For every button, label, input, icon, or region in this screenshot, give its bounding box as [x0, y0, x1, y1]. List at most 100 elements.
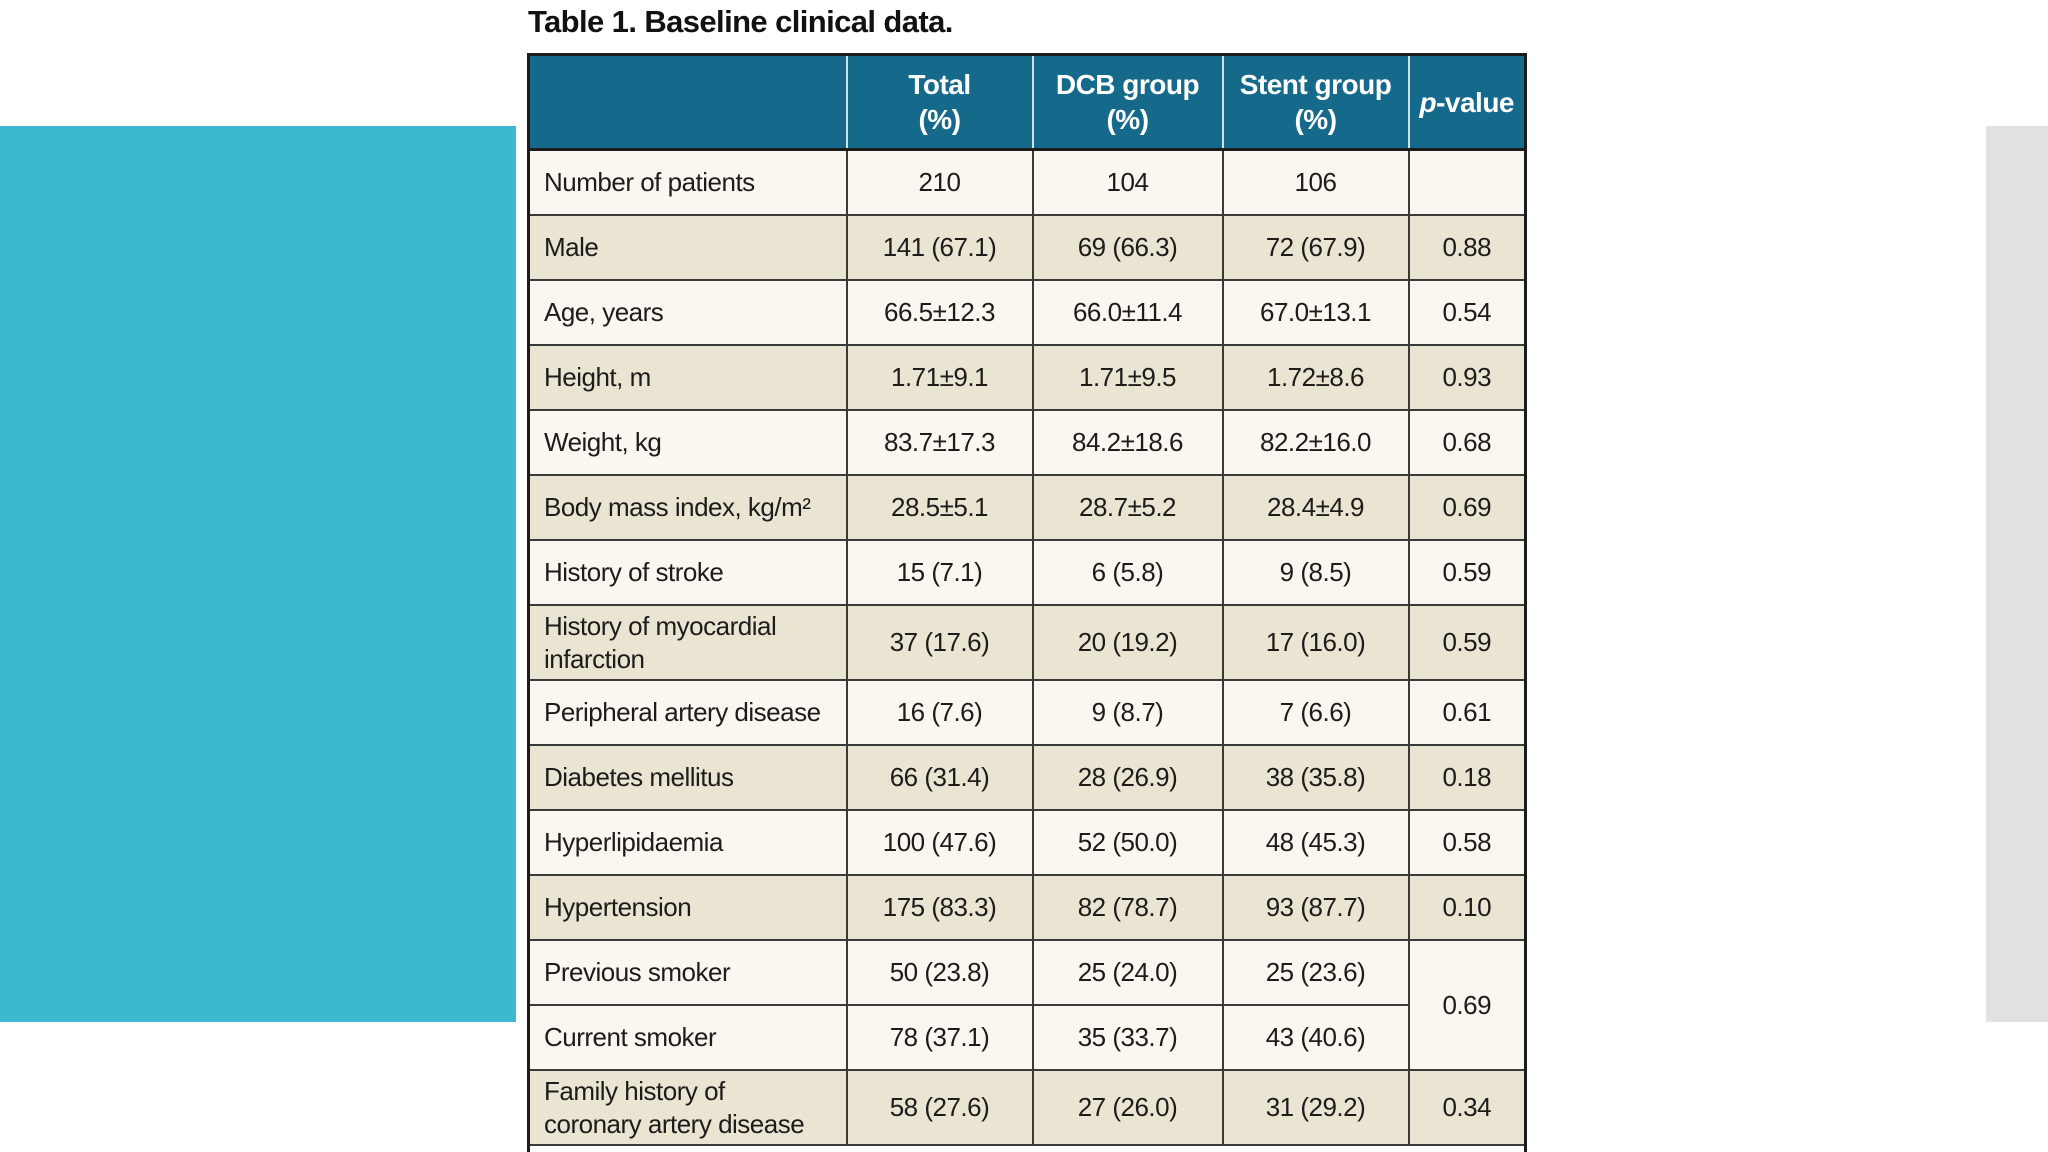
table-row: Age, years 66.5±12.3 66.0±11.4 67.0±13.1 0.5…	[527, 279, 1527, 346]
cell-dcb: 25 (24.0)	[1031, 939, 1224, 1006]
cell-dcb: 6 (5.8)	[1031, 539, 1224, 606]
cell-dcb: 28 (26.9)	[1031, 744, 1224, 811]
cell-dcb: 35 (33.7)	[1031, 1004, 1224, 1071]
cell-p-value: 0.68	[1407, 409, 1527, 476]
cell-label: Diabetes mellitus	[527, 744, 848, 811]
cell-total: 83.7±17.3	[845, 409, 1034, 476]
table-row: Male 141 (67.1) 69 (66.3) 72 (67.9) 0.88	[527, 214, 1527, 281]
cell-label: History of myocardial infarction	[527, 604, 848, 681]
footer-row: Data are presented as mean value ± stand…	[527, 1144, 1527, 1152]
cell-label: Previous smoker	[527, 939, 848, 1006]
cell-p-value: 0.34	[1407, 1069, 1527, 1146]
header-row: Total (%) DCB group (%) Stent group (%) …	[528, 54, 1526, 151]
cell-label: Body mass index, kg/m²	[527, 474, 848, 541]
cell-total: 78 (37.1)	[845, 1004, 1034, 1071]
table-row: Family history of coronary artery diseas…	[527, 1069, 1527, 1146]
cell-dcb: 66.0±11.4	[1031, 279, 1224, 346]
header-stent-line2: (%)	[1294, 104, 1337, 135]
cell-total: 1.71±9.1	[845, 344, 1034, 411]
table-row: Height, m 1.71±9.1 1.71±9.5 1.72±8.6 0.93	[527, 344, 1527, 411]
p-italic: p	[1419, 86, 1437, 118]
cell-total: 28.5±5.1	[845, 474, 1034, 541]
cell-p-value: 0.61	[1407, 679, 1527, 746]
cell-stent: 72 (67.9)	[1221, 214, 1410, 281]
cell-total: 16 (7.6)	[845, 679, 1034, 746]
cell-dcb: 69 (66.3)	[1031, 214, 1224, 281]
cell-stent: 82.2±16.0	[1221, 409, 1410, 476]
cell-stent: 28.4±4.9	[1221, 474, 1410, 541]
cell-p-value: 0.88	[1407, 214, 1527, 281]
cell-dcb: 104	[1031, 148, 1224, 216]
baseline-clinical-table: Total (%) DCB group (%) Stent group (%) …	[527, 53, 1527, 1152]
cell-stent: 17 (16.0)	[1221, 604, 1410, 681]
table-header: Total (%) DCB group (%) Stent group (%) …	[528, 54, 1526, 151]
table-title: Table 1. Baseline clinical data.	[528, 4, 953, 39]
table-row: Previous smoker 50 (23.8) 25 (24.0) 25 (23.…	[527, 939, 1527, 1071]
cell-stent: 106	[1221, 148, 1410, 216]
cell-p-value: 0.18	[1407, 744, 1527, 811]
cell-p-value	[1407, 148, 1527, 216]
header-cell-p-value: p-value	[1407, 54, 1526, 151]
cell-total: 141 (67.1)	[845, 214, 1034, 281]
cell-p-value: 0.54	[1407, 279, 1527, 346]
cell-total: 50 (23.8)	[845, 939, 1034, 1006]
cell-total: 66.5±12.3	[845, 279, 1034, 346]
cell-dcb: 82 (78.7)	[1031, 874, 1224, 941]
cell-label: Male	[527, 214, 848, 281]
header-total-line1: Total	[908, 69, 971, 100]
cell-label: Hypertension	[527, 874, 848, 941]
cell-label: Hyperlipidaemia	[527, 809, 848, 876]
table-row: Weight, kg 83.7±17.3 84.2±18.6 82.2±16.0 0.6…	[527, 409, 1527, 476]
header-dcb-line1: DCB group	[1055, 69, 1200, 100]
cell-total: 66 (31.4)	[845, 744, 1034, 811]
p-value-rest: -value	[1436, 86, 1515, 118]
cell-stent: 38 (35.8)	[1221, 744, 1410, 811]
cell-label: Current smoker	[527, 1004, 848, 1071]
cell-p-value: 0.69	[1407, 939, 1527, 1071]
cell-p-value: 0.59	[1407, 604, 1527, 681]
cell-stent: 1.72±8.6	[1221, 344, 1410, 411]
cell-stent: 31 (29.2)	[1221, 1069, 1410, 1146]
table-body: Number of patients 210 104 106 Male 141 (67.1…	[527, 148, 1527, 1146]
cell-stent: 43 (40.6)	[1221, 1004, 1410, 1071]
cell-dcb: 28.7±5.2	[1031, 474, 1224, 541]
cell-label: Peripheral artery disease	[527, 679, 848, 746]
header-dcb-line2: (%)	[1106, 104, 1149, 135]
cell-dcb: 20 (19.2)	[1031, 604, 1224, 681]
table-row: Hypertension 175 (83.3) 82 (78.7) 93 (87.7)…	[527, 874, 1527, 941]
table-row: Current smoker 78 (37.1) 35 (33.7) 43 (40.6…	[527, 1004, 1526, 1071]
cell-total: 37 (17.6)	[845, 604, 1034, 681]
table-row: Peripheral artery disease 16 (7.6) 9 (8.7)…	[527, 679, 1527, 746]
table-row: Number of patients 210 104 106	[527, 148, 1527, 216]
cell-dcb: 1.71±9.5	[1031, 344, 1224, 411]
table-row: Body mass index, kg/m² 28.5±5.1 28.7±5.2 28…	[527, 474, 1527, 541]
cell-label: Age, years	[527, 279, 848, 346]
cell-total: 210	[845, 148, 1034, 216]
gray-decor-block	[1986, 126, 2048, 1022]
cell-stent: 67.0±13.1	[1221, 279, 1410, 346]
footer-note: Data are presented as mean value ± stand…	[527, 1144, 1527, 1152]
cell-dcb: 27 (26.0)	[1031, 1069, 1224, 1146]
cell-stent: 48 (45.3)	[1221, 809, 1410, 876]
table-figure: Table 1. Baseline clinical data. Total (…	[527, 4, 1527, 1152]
header-cell-total: Total (%)	[845, 54, 1033, 151]
cell-p-value: 0.59	[1407, 539, 1527, 606]
header-cell-empty	[528, 54, 847, 151]
cell-label: Height, m	[527, 344, 848, 411]
cell-stent: 93 (87.7)	[1221, 874, 1410, 941]
cell-stent: 7 (6.6)	[1221, 679, 1410, 746]
header-cell-dcb-group: DCB group (%)	[1031, 54, 1223, 151]
cell-total: 175 (83.3)	[845, 874, 1034, 941]
cell-total: 15 (7.1)	[845, 539, 1034, 606]
cell-label: Weight, kg	[527, 409, 848, 476]
teal-decor-block	[0, 126, 516, 1022]
cell-dcb: 84.2±18.6	[1031, 409, 1224, 476]
table-row: History of myocardial infarction 37 (17.6…	[527, 604, 1527, 681]
cell-p-value: 0.69	[1407, 474, 1527, 541]
table-footer: Data are presented as mean value ± stand…	[527, 1144, 1527, 1152]
table-row: Hyperlipidaemia 100 (47.6) 52 (50.0) 48 (45…	[527, 809, 1527, 876]
header-total-line2: (%)	[918, 104, 961, 135]
cell-stent: 9 (8.5)	[1221, 539, 1410, 606]
cell-label: Family history of coronary artery diseas…	[527, 1069, 848, 1146]
